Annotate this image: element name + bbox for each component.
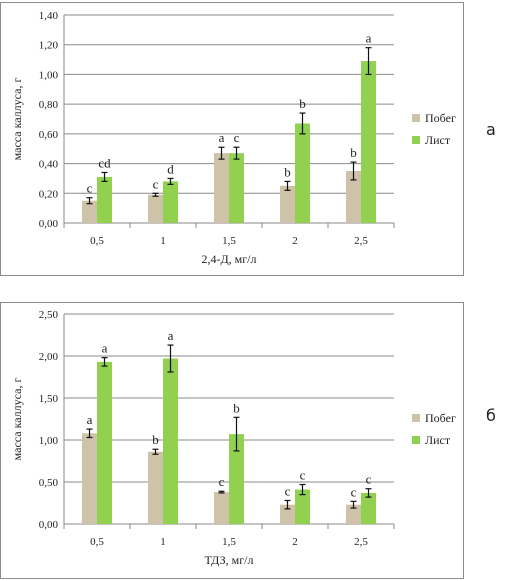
y-tick-label: 0,00 xyxy=(39,519,59,531)
y-tick-label: 0,50 xyxy=(39,477,59,489)
x-tick-label: 1,5 xyxy=(222,536,236,548)
bar-list xyxy=(97,176,112,223)
y-tick-label: 2,50 xyxy=(39,309,59,321)
y-axis-title: масса каллуса, г xyxy=(10,78,24,161)
chart-panel-a: 0,00 0,20 0,40 0,60 0,80 1,00 1,20 1,40 0,5 c cd 1 c… xyxy=(0,2,464,276)
significance-letter: a xyxy=(102,341,108,356)
panel-letter-a: а xyxy=(486,120,496,139)
y-tick-label: 1,20 xyxy=(39,40,59,52)
x-tick-label: 2 xyxy=(292,536,298,548)
significance-letter: b xyxy=(284,164,291,179)
bar-list xyxy=(295,489,310,524)
significance-letter: a xyxy=(168,328,174,343)
significance-letter: c xyxy=(234,130,240,145)
panel-letter-b: б xyxy=(486,406,496,425)
significance-letter: d xyxy=(167,161,174,176)
y-tick-label: 1,00 xyxy=(39,435,59,447)
x-tick-label: 2,5 xyxy=(354,235,368,247)
legend-label: Побег xyxy=(425,411,456,425)
significance-letter: a xyxy=(366,31,372,46)
y-tick-label: 2,00 xyxy=(39,351,59,363)
legend-label: Побег xyxy=(425,111,456,125)
bar-list xyxy=(97,361,112,524)
bar-pobeg xyxy=(214,153,229,223)
significance-letter: a xyxy=(219,130,225,145)
chart-panel-b: 0,00 0,50 1,00 1,50 2,00 2,50 0,5 a a 1 b a 1,5 c b 2 c c… xyxy=(0,302,464,579)
bar-list xyxy=(229,434,244,524)
legend-swatch xyxy=(412,136,420,144)
significance-letter: cd xyxy=(98,155,111,170)
legend-label: Лист xyxy=(425,433,451,447)
bar-pobeg xyxy=(346,171,361,223)
x-tick-label: 1 xyxy=(160,235,166,247)
x-axis-title: ТДЗ, мг/л xyxy=(205,553,254,567)
x-tick-label: 1,5 xyxy=(222,235,236,247)
y-tick-label: 1,40 xyxy=(39,10,59,22)
chart-b-svg: 0,000,501,001,502,002,500,5aa1ba1,5cb2cc… xyxy=(10,309,456,567)
y-tick-label: 0,60 xyxy=(39,129,59,141)
bar-list xyxy=(163,181,178,223)
legend-swatch xyxy=(412,414,420,422)
x-axis-title: 2,4-Д, мг/л xyxy=(201,252,256,266)
bar-pobeg xyxy=(280,504,295,524)
y-tick-label: 0,40 xyxy=(39,159,59,171)
significance-letter: c xyxy=(87,181,93,196)
x-tick-label: 0,5 xyxy=(90,536,104,548)
y-tick-label: 0,00 xyxy=(39,218,59,230)
bar-pobeg xyxy=(82,200,97,223)
bar-pobeg xyxy=(280,185,295,223)
significance-letter: c xyxy=(366,472,372,487)
significance-letter: b xyxy=(350,145,357,160)
significance-letter: c xyxy=(285,483,291,498)
y-axis-title: масса каллуса, г xyxy=(10,378,24,461)
significance-letter: a xyxy=(87,412,93,427)
significance-letter: b xyxy=(233,400,240,415)
legend-label: Лист xyxy=(425,133,451,147)
significance-letter: c xyxy=(219,474,225,489)
bar-list xyxy=(229,153,244,223)
significance-letter: b xyxy=(299,96,306,111)
bar-pobeg xyxy=(82,433,97,524)
y-tick-label: 1,50 xyxy=(39,393,59,405)
bar-pobeg xyxy=(214,492,229,524)
legend-swatch xyxy=(412,114,420,122)
x-tick-label: 2 xyxy=(292,235,298,247)
bar-list xyxy=(361,61,376,223)
bar-pobeg xyxy=(148,194,163,223)
significance-letter: c xyxy=(300,468,306,483)
legend-swatch xyxy=(412,436,420,444)
bar-list xyxy=(295,123,310,223)
significance-letter: b xyxy=(152,432,159,447)
chart-a-svg: 0,000,200,400,600,801,001,201,400,5ccd1c… xyxy=(10,10,456,266)
significance-letter: c xyxy=(153,176,159,191)
x-tick-label: 1 xyxy=(160,536,166,548)
y-tick-label: 0,80 xyxy=(39,99,59,111)
bar-list xyxy=(163,358,178,524)
bar-list xyxy=(361,492,376,524)
significance-letter: c xyxy=(351,484,357,499)
bar-pobeg xyxy=(346,504,361,524)
y-tick-label: 1,00 xyxy=(39,69,59,81)
x-tick-label: 0,5 xyxy=(90,235,104,247)
y-tick-label: 0,20 xyxy=(39,188,59,200)
bar-pobeg xyxy=(148,451,163,524)
x-tick-label: 2,5 xyxy=(354,536,368,548)
